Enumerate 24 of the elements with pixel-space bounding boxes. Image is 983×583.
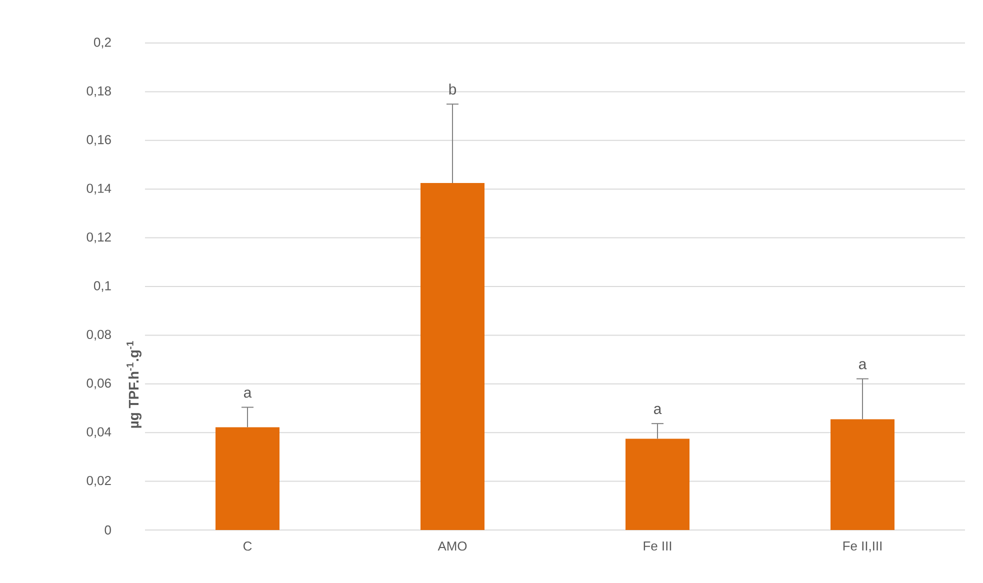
y-tick-label: 0,06 [86, 378, 111, 390]
y-axis-title: µg TPF.h$^{-1}$.g$^{-1}$ [126, 341, 142, 428]
bar [830, 419, 895, 530]
annotation: b [449, 84, 456, 95]
y-tick-label: 0,1 [94, 281, 111, 292]
x-tick-label: C [243, 542, 252, 551]
x-tick-label: Fe III [644, 542, 672, 551]
y-tick-label: 0,18 [86, 86, 111, 98]
y-tick-label: 0,12 [86, 232, 111, 244]
y-tick-label: 0 [104, 525, 111, 535]
y-tick-label: 0,04 [86, 427, 112, 438]
bar [626, 438, 690, 530]
x-tick-label: Fe II,III [843, 542, 882, 552]
x-tick-label: AMO [438, 542, 467, 551]
y-tick-label: 0,08 [86, 330, 111, 341]
annotation: a [858, 361, 867, 370]
bar [216, 427, 280, 530]
annotation: a [654, 406, 662, 414]
y-tick-label: 0,16 [86, 135, 111, 146]
y-tick-label: 0,14 [86, 184, 112, 194]
y-tick-label: 0,2 [94, 38, 111, 48]
bar [420, 183, 485, 530]
annotation: a [244, 390, 252, 398]
y-tick-label: 0,02 [86, 476, 111, 487]
